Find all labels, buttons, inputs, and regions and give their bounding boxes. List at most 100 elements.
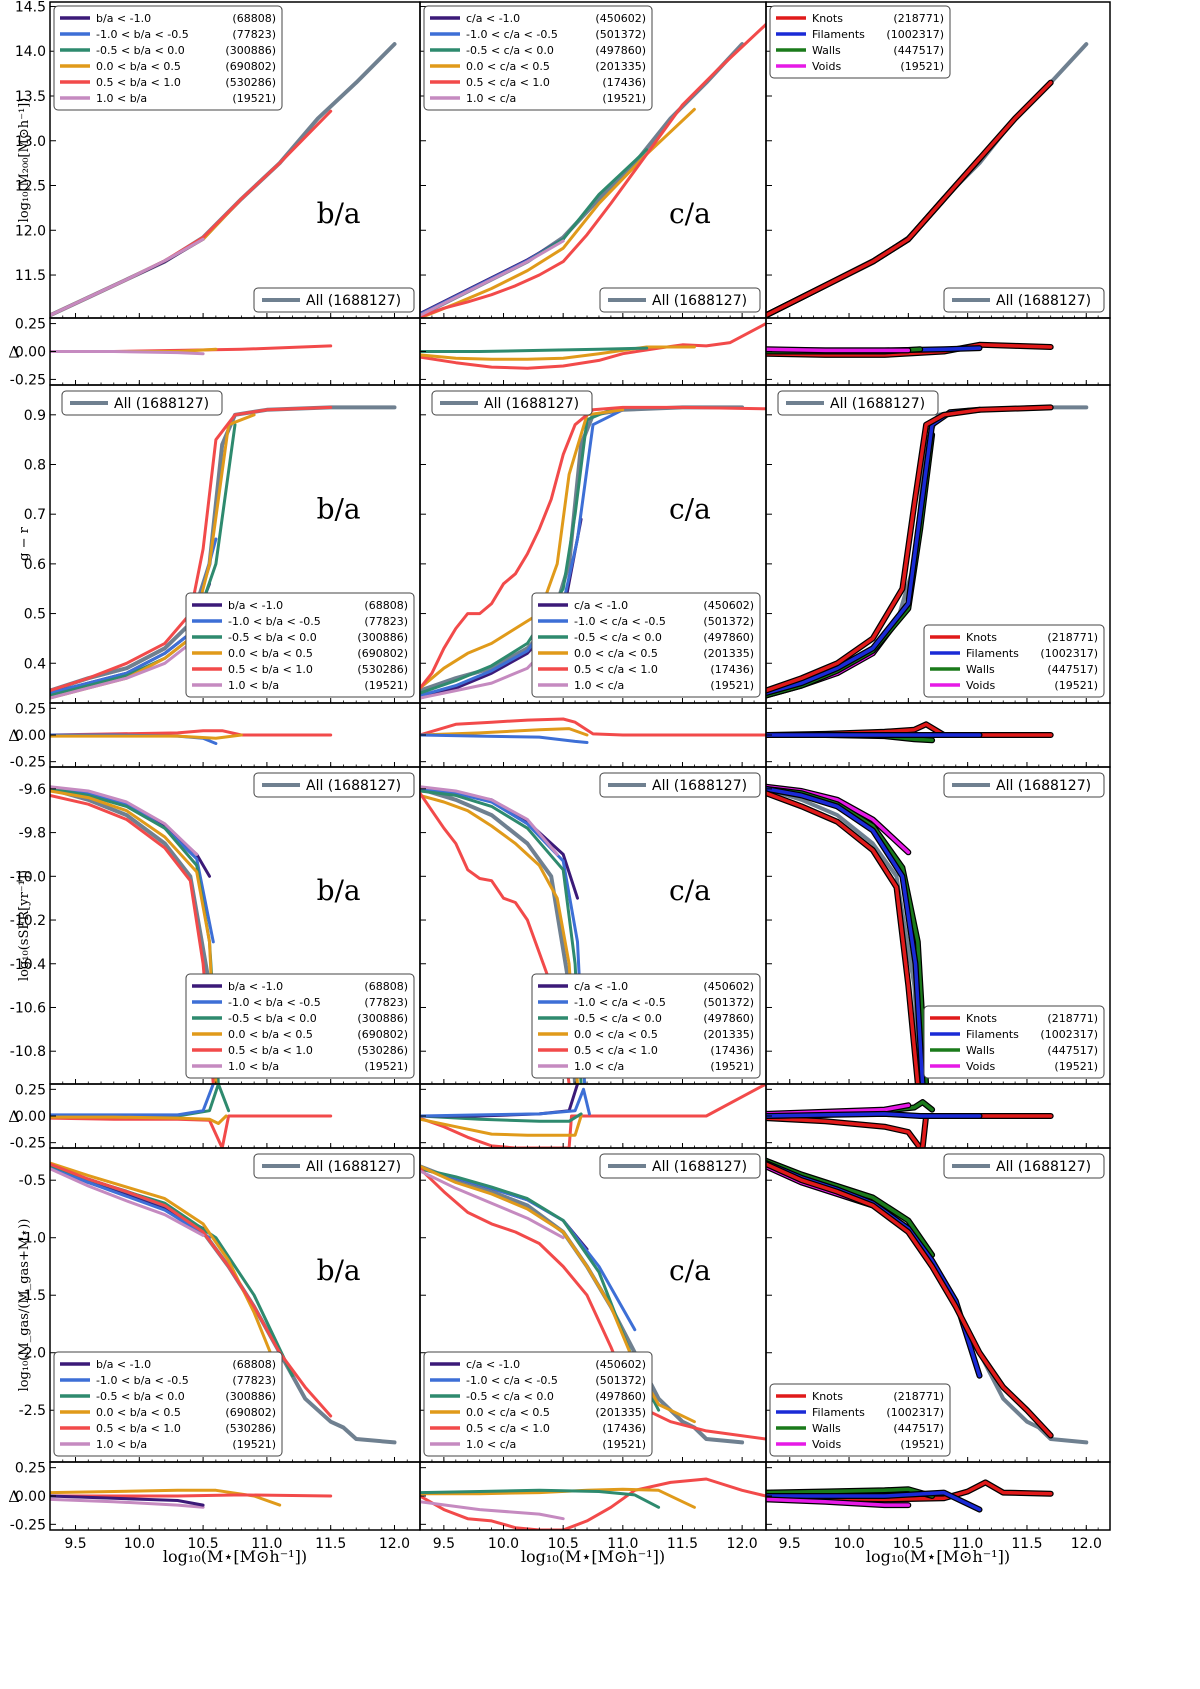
legend-count: (77823) xyxy=(364,996,408,1009)
legend-label: -0.5 < b/a < 0.0 xyxy=(228,1012,317,1025)
y-tick-label: 0.7 xyxy=(24,507,46,523)
legend-box xyxy=(531,592,761,698)
x-axis-label: log₁₀(M⋆[M⊙h⁻¹]) xyxy=(521,1547,665,1566)
delta-axis-label: Δ xyxy=(8,1487,20,1506)
legend-label: 1.0 < c/a xyxy=(574,1060,624,1073)
legend-all: All (1688127) xyxy=(599,772,761,798)
series-line xyxy=(420,22,766,318)
legend-all: All (1688127) xyxy=(253,1153,415,1179)
legend-label: -0.5 < c/a < 0.0 xyxy=(466,1390,554,1403)
legend-count: (17436) xyxy=(602,1422,646,1435)
legend-all: All (1688127) xyxy=(599,287,761,313)
legend-label: -0.5 < b/a < 0.0 xyxy=(96,1390,185,1403)
delta-frame xyxy=(765,1461,1111,1531)
series-line xyxy=(50,785,199,856)
legend-count: (530286) xyxy=(357,663,408,676)
legend-all: All (1688127) xyxy=(777,390,939,416)
legend-box xyxy=(923,624,1105,698)
legend-count: (530286) xyxy=(225,76,276,89)
series-line xyxy=(766,791,920,1084)
legend-count: (68808) xyxy=(364,980,408,993)
delta-line xyxy=(50,733,243,740)
legend-count: (690802) xyxy=(225,60,276,73)
series-line xyxy=(766,405,1053,693)
legend-count: (447517) xyxy=(1047,663,1098,676)
legend-count: (447517) xyxy=(893,44,944,57)
delta-axis-label: Δ xyxy=(8,343,20,362)
x-tick-label: 11.5 xyxy=(667,1536,698,1552)
y-tick-label: -10.0 xyxy=(10,869,46,885)
legend-label: -1.0 < c/a < -0.5 xyxy=(574,996,666,1009)
legend-count: (17436) xyxy=(710,663,754,676)
legend-count: (447517) xyxy=(893,1422,944,1435)
delta-y-tick-label: 0.00 xyxy=(15,1109,46,1125)
legend-label: 0.5 < c/a < 1.0 xyxy=(466,76,550,89)
legend-count: (17436) xyxy=(602,76,646,89)
legend-all: All (1688127) xyxy=(253,287,415,313)
legend-ba: b/a < -1.0 (68808) -1.0 < b/a < -0.5 (77823… xyxy=(185,592,415,698)
legend-count: (530286) xyxy=(357,1044,408,1057)
series-outline xyxy=(766,785,926,1084)
legend-label: 0.5 < b/a < 1.0 xyxy=(96,1422,181,1435)
delta-line xyxy=(420,717,766,737)
y-tick-label: 0.4 xyxy=(24,656,46,672)
series-line xyxy=(420,107,696,318)
legend-count: (530286) xyxy=(225,1422,276,1435)
series-line xyxy=(50,789,218,1084)
legend-env: Knots (218771) Filaments (1002317) Walls (447… xyxy=(923,1005,1105,1079)
y-tick-label: 12.0 xyxy=(15,223,46,239)
x-tick-label: 11.0 xyxy=(251,1536,282,1552)
legend-label: c/a < -1.0 xyxy=(574,599,628,612)
legend-all-label: All (1688127) xyxy=(996,778,1091,794)
legend-box xyxy=(423,5,653,111)
legend-box xyxy=(53,5,283,111)
legend-count: (690802) xyxy=(357,647,408,660)
series-line xyxy=(420,787,587,1084)
legend-label: -0.5 < c/a < 0.0 xyxy=(574,631,662,644)
legend-box xyxy=(185,592,415,698)
delta-line xyxy=(766,1114,1053,1148)
series-line xyxy=(50,793,215,1084)
series-line xyxy=(420,239,565,317)
delta-line xyxy=(50,350,205,356)
y-tick-label: 0.5 xyxy=(24,607,46,623)
legend-label: Voids xyxy=(966,679,995,692)
legend-label: 0.0 < b/a < 0.5 xyxy=(228,647,313,660)
series-line xyxy=(420,1169,565,1240)
x-tick-label: 11.0 xyxy=(607,1536,638,1552)
legend-count: (19521) xyxy=(232,92,276,105)
delta-y-tick-label: 0.00 xyxy=(15,1489,46,1505)
legend-count: (19521) xyxy=(364,679,408,692)
y-tick-label: -2.5 xyxy=(19,1403,46,1419)
y-tick-label: -10.4 xyxy=(10,957,46,973)
delta-axis-label: Δ xyxy=(8,726,20,745)
legend-label: 1.0 < b/a xyxy=(96,1438,147,1451)
series-line xyxy=(420,1167,637,1332)
legend-label: 0.0 < c/a < 0.5 xyxy=(466,1406,550,1419)
delta-line xyxy=(766,1112,982,1118)
legend-count: (201335) xyxy=(595,60,646,73)
legend-label: -0.5 < c/a < 0.0 xyxy=(466,44,554,57)
y-tick-label: -10.8 xyxy=(10,1044,46,1060)
legend-count: (218771) xyxy=(1047,1012,1098,1025)
panel-r2-c3: All (1688127) Knots (218771) Filaments (1002… xyxy=(765,384,1111,768)
delta-y-tick-label: 0.00 xyxy=(15,345,46,361)
legend-label: Knots xyxy=(812,12,843,25)
legend-label: 0.0 < b/a < 0.5 xyxy=(228,1028,313,1041)
series-line xyxy=(766,80,1053,318)
legend-label: Walls xyxy=(966,663,995,676)
legend-all-label: All (1688127) xyxy=(484,396,579,412)
panel-label: c/a xyxy=(669,1254,711,1287)
legend-count: (201335) xyxy=(703,1028,754,1041)
series-line xyxy=(420,789,583,1084)
panel-r2-c2: c/a All (1688127) c/a < -1.0 (450602) -1.0 <… xyxy=(419,384,767,768)
legend-label: 0.5 < c/a < 1.0 xyxy=(574,663,658,676)
y-axis-label: g − r xyxy=(17,526,32,560)
delta-y-tick-label: 0.25 xyxy=(15,317,46,333)
legend-all: All (1688127) xyxy=(599,1153,761,1179)
delta-line xyxy=(50,1494,205,1507)
panel-label: b/a xyxy=(317,197,361,230)
legend-ca: c/a < -1.0 (450602) -1.0 < c/a < -0.5 (5013… xyxy=(423,5,653,111)
legend-count: (447517) xyxy=(1047,1044,1098,1057)
legend-label: 1.0 < b/a xyxy=(228,1060,279,1073)
